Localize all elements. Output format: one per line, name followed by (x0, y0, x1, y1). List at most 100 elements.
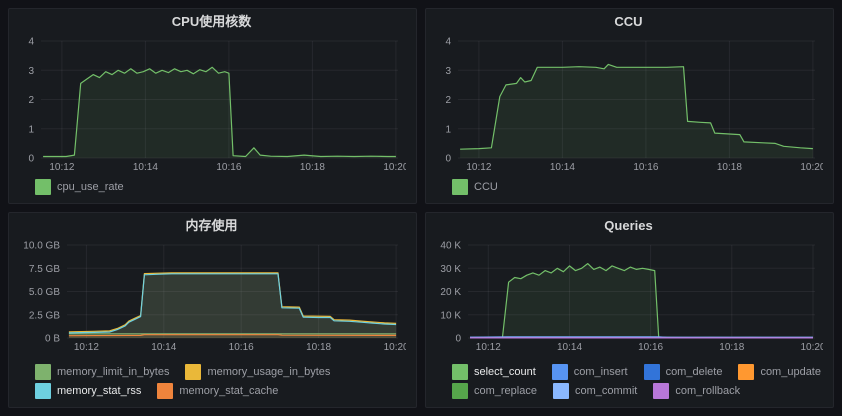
y-tick-label: 1 (28, 124, 34, 135)
x-tick-label: 10:16 (216, 162, 241, 173)
legend-memory: memory_limit_in_bytes memory_usage_in_byt… (17, 361, 406, 404)
x-tick-label: 10:12 (49, 162, 74, 173)
legend-label: memory_usage_in_bytes (207, 366, 331, 378)
legend-row: memory_limit_in_bytes memory_usage_in_byt… (35, 364, 406, 380)
legend-item-com-rollback[interactable]: com_rollback (653, 383, 740, 399)
x-tick-label: 10:20 (800, 342, 823, 353)
y-tick-label: 5.0 GB (29, 287, 60, 298)
x-tick-label: 10:20 (383, 162, 406, 173)
series-line-memory_stat_cache (68, 334, 397, 337)
legend-label: com_insert (573, 366, 628, 378)
legend-label: memory_limit_in_bytes (57, 366, 170, 378)
legend-label: memory_stat_cache (179, 385, 279, 397)
y-tick-label: 4 (28, 37, 34, 48)
x-tick-label: 10:12 (466, 162, 491, 173)
x-tick-label: 10:16 (229, 342, 254, 353)
legend-label: com_rollback (675, 385, 741, 397)
x-tick-label: 10:18 (717, 162, 742, 173)
series-fill-memory_usage_in_bytes (68, 272, 397, 338)
chart-canvas-ccu[interactable]: 0 1 2 3 4 10:12 10:14 10:16 10:18 10:20 (434, 35, 823, 174)
legend-item-cpu-use-rate[interactable]: cpu_use_rate (35, 179, 124, 195)
series-fill-CCU (460, 64, 813, 158)
legend-series-color-icon (452, 179, 468, 195)
legend-row: CCU (452, 179, 823, 195)
x-tick-label: 10:18 (300, 162, 325, 173)
chart-canvas-memory[interactable]: 0 B 2.5 GB 5.0 GB 7.5 GB 10.0 GB 10:12 10:14 10… (17, 239, 406, 354)
legend-series-color-icon (653, 383, 670, 399)
legend-series-color-icon (738, 364, 755, 380)
legend-series-color-icon (185, 364, 202, 380)
legend-item-memory-limit-in-bytes[interactable]: memory_limit_in_bytes (35, 364, 169, 380)
x-tick-label: 10:16 (638, 342, 663, 353)
y-tick-label: 10.0 GB (23, 241, 60, 252)
legend-label: com_replace (474, 385, 537, 397)
legend-label: CCU (474, 181, 498, 193)
y-tick-label: 3 (28, 66, 34, 77)
x-tick-label: 10:18 (719, 342, 744, 353)
chart-canvas-queries[interactable]: 0 10 K 20 K 30 K 40 K 10:12 10:14 10:16 10:18 10:… (434, 239, 823, 354)
y-tick-label: 2 (445, 95, 451, 106)
chart-memory: 0 B 2.5 GB 5.0 GB 7.5 GB 10.0 GB 10:12 10:14 10… (17, 239, 406, 354)
legend-row: com_replace com_commit com_rollback (452, 383, 823, 399)
legend-series-color-icon (35, 364, 51, 380)
x-tick-label: 10:14 (151, 342, 176, 353)
chart-ccu: 0 1 2 3 4 10:12 10:14 10:16 10:18 10:20 (434, 35, 823, 174)
series-line-memory_stat_rss (68, 273, 397, 334)
chart-queries: 0 10 K 20 K 30 K 40 K 10:12 10:14 10:16 10:18 10:… (434, 239, 823, 354)
legend-cpu-cores: cpu_use_rate (17, 176, 406, 200)
panel-title-ccu[interactable]: CCU (614, 14, 643, 29)
x-tick-label: 10:14 (133, 162, 158, 173)
legend-series-color-icon (452, 383, 468, 399)
legend-label: com_delete (665, 366, 723, 378)
legend-item-com-commit[interactable]: com_commit (552, 383, 638, 399)
y-tick-label: 30 K (440, 264, 461, 275)
y-tick-label: 2 (28, 95, 34, 106)
y-tick-label: 0 (455, 334, 461, 345)
y-tick-label: 0 (445, 154, 451, 165)
x-tick-label: 10:14 (550, 162, 575, 173)
legend-row: select_count com_insert com_delete com_upda… (452, 364, 823, 380)
legend-label: com_update (760, 366, 821, 378)
series-line-memory_usage_in_bytes (68, 272, 397, 333)
legend-item-select-count[interactable]: select_count (452, 364, 536, 380)
legend-series-color-icon (551, 364, 568, 380)
legend-series-color-icon (35, 179, 51, 195)
x-tick-label: 10:18 (306, 342, 331, 353)
legend-item-com-update[interactable]: com_update (738, 364, 821, 380)
panel-title-queries[interactable]: Queries (604, 218, 653, 233)
panel-memory: 内存使用 0 B 2.5 GB 5.0 GB 7.5 GB 10.0 GB 10:12 10… (8, 212, 417, 408)
y-tick-label: 1 (445, 124, 451, 135)
legend-item-ccu[interactable]: CCU (452, 179, 498, 195)
chart-cpu-cores: 0 1 2 3 4 10:12 10:14 10:16 10:18 10:20 (17, 35, 406, 174)
chart-canvas-cpu-cores[interactable]: 0 1 2 3 4 10:12 10:14 10:16 10:18 10:20 (17, 35, 406, 174)
x-tick-label: 10:14 (557, 342, 582, 353)
y-tick-label: 4 (445, 37, 451, 48)
panel-queries: Queries 0 10 K 20 K 30 K 40 K 10:12 10:14 10:16… (425, 212, 834, 408)
legend-item-com-replace[interactable]: com_replace (452, 383, 537, 399)
legend-queries: select_count com_insert com_delete com_upda… (434, 361, 823, 404)
x-tick-label: 10:12 (476, 342, 501, 353)
panel-cpu-cores: CPU使用核数 0 1 2 3 4 10:12 10:14 10:16 10:18 10:20 c… (8, 8, 417, 204)
x-tick-label: 10:20 (800, 162, 823, 173)
panel-title-memory[interactable]: 内存使用 (185, 218, 238, 233)
series-fill-cpu_use_rate (43, 67, 396, 158)
legend-series-color-icon (157, 383, 174, 399)
x-tick-label: 10:12 (74, 342, 99, 353)
legend-series-color-icon (552, 383, 569, 399)
panel-title-cpu-cores[interactable]: CPU使用核数 (171, 14, 252, 29)
y-tick-label: 0 (28, 154, 34, 165)
x-tick-label: 10:16 (633, 162, 658, 173)
legend-item-memory-usage-in-bytes[interactable]: memory_usage_in_bytes (185, 364, 330, 380)
legend-label: memory_stat_rss (57, 385, 142, 397)
legend-item-com-insert[interactable]: com_insert (551, 364, 628, 380)
y-tick-label: 2.5 GB (29, 310, 60, 321)
legend-item-memory-stat-rss[interactable]: memory_stat_rss (35, 383, 141, 399)
y-tick-label: 10 K (440, 310, 461, 321)
legend-item-com-delete[interactable]: com_delete (643, 364, 723, 380)
legend-item-memory-stat-cache[interactable]: memory_stat_cache (157, 383, 278, 399)
legend-ccu: CCU (434, 176, 823, 200)
series-line-cpu_use_rate (43, 66, 396, 158)
legend-label: com_commit (574, 385, 638, 397)
y-tick-label: 3 (445, 66, 451, 77)
